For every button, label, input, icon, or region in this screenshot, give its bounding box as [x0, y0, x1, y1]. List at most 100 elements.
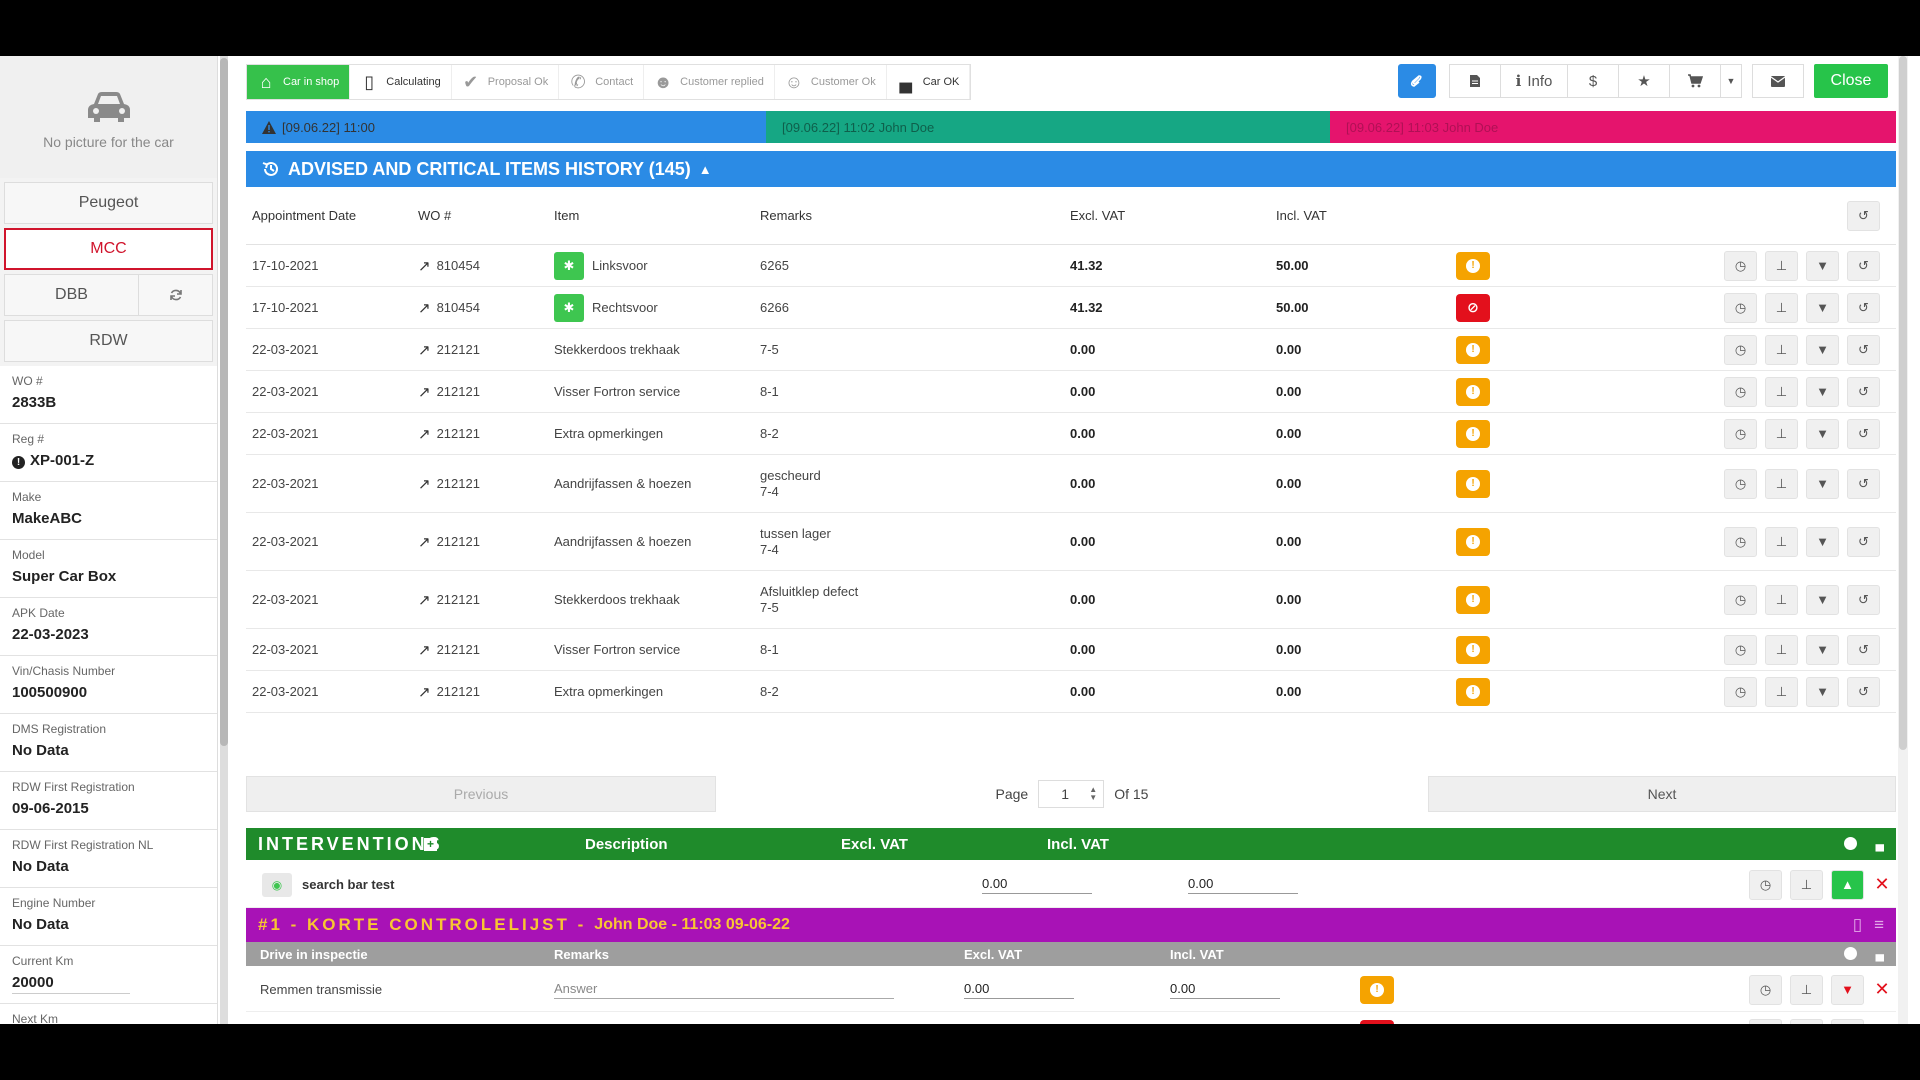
- history-reset-button[interactable]: ↺: [1847, 200, 1880, 231]
- pin-button[interactable]: ⊥: [1790, 1018, 1823, 1024]
- external-link-icon[interactable]: ↗: [418, 383, 431, 401]
- thumbs-down-button[interactable]: ▼: [1806, 334, 1839, 365]
- step-customer-ok[interactable]: ☺ Customer Ok: [775, 65, 887, 99]
- pin-button[interactable]: ⊥: [1765, 676, 1798, 707]
- clock-button[interactable]: ◷: [1724, 584, 1757, 615]
- cart-button[interactable]: [1669, 64, 1721, 98]
- rdw-button[interactable]: RDW: [4, 320, 213, 362]
- external-link-icon[interactable]: ↗: [418, 475, 431, 493]
- history-button[interactable]: ↺: [1847, 468, 1880, 499]
- clock-button[interactable]: ◷: [1724, 676, 1757, 707]
- car-icon[interactable]: ▄: [1875, 837, 1884, 851]
- history-button[interactable]: ↺: [1847, 584, 1880, 615]
- history-button[interactable]: ↺: [1847, 634, 1880, 665]
- row-wo[interactable]: 212121: [436, 342, 480, 357]
- delete-icon[interactable]: ✕: [1872, 1023, 1892, 1024]
- next-button[interactable]: Next: [1428, 776, 1896, 812]
- history-button[interactable]: ↺: [1847, 250, 1880, 281]
- thumbs-down-button[interactable]: ▼: [1806, 250, 1839, 281]
- advised-badge[interactable]: !: [1360, 975, 1394, 1004]
- step-customer-replied[interactable]: ☻ Customer replied: [644, 65, 775, 99]
- thumbs-down-button[interactable]: ▼: [1806, 634, 1839, 665]
- sidebar-scrollbar[interactable]: [220, 56, 228, 1024]
- clock-button[interactable]: ◷: [1724, 418, 1757, 449]
- external-link-icon[interactable]: ↗: [418, 257, 431, 275]
- history-button[interactable]: ↺: [1847, 526, 1880, 557]
- page-input[interactable]: 1 ▲ ▼: [1038, 780, 1105, 808]
- thumbs-down-button[interactable]: ▼: [1806, 676, 1839, 707]
- pin-button[interactable]: ⊥: [1765, 376, 1798, 407]
- pdf-icon[interactable]: ▯: [1852, 915, 1863, 934]
- clock-button[interactable]: ◷: [1724, 376, 1757, 407]
- checklist-excl-input[interactable]: 0.00: [964, 981, 1074, 999]
- thumbs-down-button[interactable]: ▼: [1831, 974, 1864, 1005]
- car-icon[interactable]: ▄: [1875, 947, 1884, 961]
- approve-button[interactable]: ▲: [1831, 869, 1864, 900]
- pin-button[interactable]: ⊥: [1765, 468, 1798, 499]
- add-intervention-icon[interactable]: +: [424, 837, 437, 851]
- close-button[interactable]: Close: [1814, 64, 1888, 98]
- row-wo[interactable]: 810454: [436, 258, 480, 273]
- price-button[interactable]: $: [1567, 64, 1619, 98]
- row-wo[interactable]: 212121: [436, 384, 480, 399]
- critical-badge[interactable]: ⊘: [1360, 1019, 1394, 1024]
- dbb-button[interactable]: DBB: [4, 274, 139, 316]
- row-wo[interactable]: 810454: [436, 300, 480, 315]
- refresh-button[interactable]: [139, 274, 213, 316]
- eye-icon[interactable]: ◉: [262, 872, 292, 897]
- spinner-icon[interactable]: ▲ ▼: [1089, 785, 1098, 802]
- pin-button[interactable]: ⊥: [1765, 292, 1798, 323]
- external-link-icon[interactable]: ↗: [418, 299, 431, 317]
- pin-button[interactable]: ⊥: [1765, 584, 1798, 615]
- clock-button[interactable]: ◷: [1724, 526, 1757, 557]
- delete-icon[interactable]: ✕: [1874, 874, 1890, 894]
- pin-button[interactable]: ⊥: [1765, 526, 1798, 557]
- row-wo[interactable]: 212121: [436, 476, 480, 491]
- row-wo[interactable]: 212121: [436, 684, 480, 699]
- clock-button[interactable]: ◷: [1749, 974, 1782, 1005]
- clock-button[interactable]: ◷: [1749, 869, 1782, 900]
- checklist-incl-input[interactable]: 0.00: [1170, 981, 1280, 999]
- row-wo[interactable]: 212121: [436, 426, 480, 441]
- mcc-button[interactable]: MCC: [4, 228, 213, 270]
- smiley-icon[interactable]: [1844, 947, 1858, 960]
- cart-dropdown-button[interactable]: ▼: [1720, 64, 1742, 98]
- history-header[interactable]: ADVISED AND CRITICAL ITEMS HISTORY (145)…: [246, 151, 1896, 187]
- row-wo[interactable]: 212121: [436, 592, 480, 607]
- previous-button[interactable]: Previous: [246, 776, 716, 812]
- external-link-icon[interactable]: ↗: [418, 533, 431, 551]
- thumbs-down-button[interactable]: ▼: [1806, 526, 1839, 557]
- thumbs-down-button[interactable]: ▼: [1806, 584, 1839, 615]
- external-link-icon[interactable]: ↗: [418, 425, 431, 443]
- sidebar-scroll-thumb[interactable]: [220, 58, 228, 746]
- step-car-ok[interactable]: ▄ Car OK: [887, 65, 971, 99]
- intervention-incl-input[interactable]: 0.00: [1188, 876, 1298, 894]
- answer-input[interactable]: Answer: [554, 981, 894, 999]
- info-button[interactable]: i Info: [1500, 64, 1568, 98]
- main-scrollbar[interactable]: [1898, 56, 1908, 1024]
- pin-button[interactable]: ⊥: [1765, 634, 1798, 665]
- external-link-icon[interactable]: ↗: [418, 341, 431, 359]
- history-button[interactable]: ↺: [1847, 676, 1880, 707]
- clock-button[interactable]: ◷: [1749, 1018, 1782, 1024]
- history-button[interactable]: ↺: [1847, 334, 1880, 365]
- pin-button[interactable]: ⊥: [1765, 418, 1798, 449]
- external-link-icon[interactable]: ↗: [418, 641, 431, 659]
- thumbs-down-button[interactable]: ▼: [1806, 468, 1839, 499]
- favorite-button[interactable]: ★: [1618, 64, 1670, 98]
- history-button[interactable]: ↺: [1847, 418, 1880, 449]
- field-value[interactable]: 20000: [12, 974, 130, 994]
- pin-button[interactable]: ⊥: [1765, 334, 1798, 365]
- step-contact[interactable]: ✆ Contact: [559, 65, 645, 99]
- pin-button[interactable]: ⊥: [1765, 250, 1798, 281]
- menu-icon[interactable]: ≡: [1874, 915, 1884, 934]
- thumbs-down-button[interactable]: ▼: [1806, 376, 1839, 407]
- clock-button[interactable]: ◷: [1724, 292, 1757, 323]
- delete-icon[interactable]: ✕: [1874, 979, 1890, 999]
- chevron-up-icon[interactable]: ▲: [698, 161, 712, 177]
- intervention-excl-input[interactable]: 0.00: [982, 876, 1092, 894]
- external-link-icon[interactable]: ↗: [418, 591, 431, 609]
- step-proposal-ok[interactable]: ✔ Proposal Ok: [452, 65, 560, 99]
- pin-button[interactable]: ⊥: [1790, 869, 1823, 900]
- step-car-in-shop[interactable]: ⌂ Car in shop: [247, 65, 351, 99]
